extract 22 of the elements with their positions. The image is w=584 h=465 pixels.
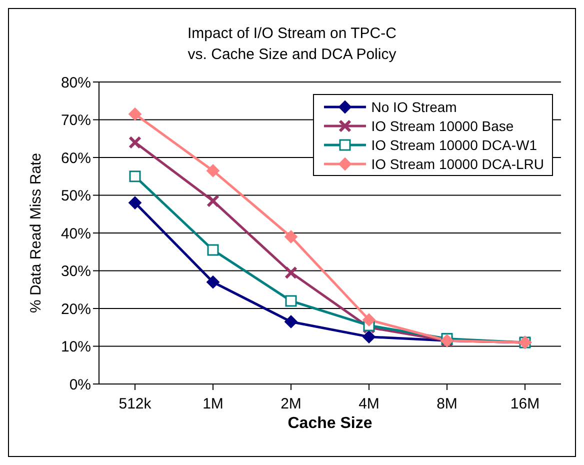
legend-label: IO Stream 10000 DCA-W1 bbox=[371, 136, 537, 152]
legend-label: IO Stream 10000 DCA-LRU bbox=[371, 156, 544, 172]
legend-label: No IO Stream bbox=[371, 98, 457, 114]
y-tick-label: 50% bbox=[60, 188, 91, 205]
x-tick-label: 16M bbox=[510, 396, 540, 413]
legend-label: IO Stream 10000 Base bbox=[371, 118, 514, 134]
y-tick-label: 60% bbox=[60, 150, 91, 167]
y-axis-title: % Data Read Miss Rate bbox=[27, 152, 44, 314]
y-tick-label: 30% bbox=[60, 263, 91, 280]
y-tick-label: 0% bbox=[69, 376, 91, 394]
x-tick-label: 8M bbox=[436, 396, 458, 413]
y-tick-label: 70% bbox=[60, 112, 91, 130]
x-tick-label: 4M bbox=[358, 396, 380, 413]
y-tick-label: 40% bbox=[60, 225, 91, 242]
y-tick-label: 80% bbox=[60, 74, 91, 92]
y-tick-label: 20% bbox=[60, 300, 91, 318]
y-tick-label: 10% bbox=[60, 338, 91, 356]
x-tick-label: 1M bbox=[202, 396, 224, 413]
x-tick-label: 512k bbox=[118, 396, 152, 413]
chart-title: Impact of I/O Stream on TPC-C vs. Cache Size and DCA Policy bbox=[186, 24, 398, 65]
x-axis-title: Cache Size bbox=[288, 415, 372, 432]
x-tick-label: 2M bbox=[280, 396, 302, 413]
